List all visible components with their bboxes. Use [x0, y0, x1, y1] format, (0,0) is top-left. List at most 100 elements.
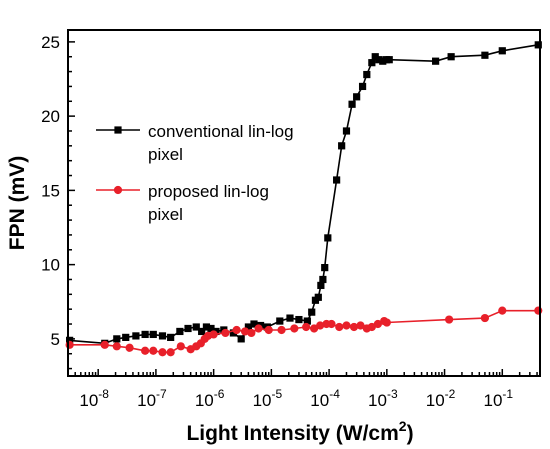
data-point [232, 325, 241, 335]
data-point [310, 324, 319, 333]
data-point [286, 314, 294, 322]
x-tick-label-exponent: -2 [445, 387, 456, 401]
x-tick-label-exponent: -6 [214, 387, 225, 401]
x-tick-label-exponent: -3 [387, 387, 398, 401]
x-axis-title-suffix: ) [407, 422, 414, 445]
x-tick-label-exponent: -1 [502, 387, 513, 401]
legend-label: pixel [148, 145, 183, 164]
data-point [221, 328, 230, 338]
data-point [250, 320, 258, 328]
x-tick-label-base: 10 [79, 391, 98, 410]
data-point [335, 322, 344, 332]
data-point [295, 315, 303, 324]
legend-entry: proposed lin-log pixel [96, 182, 269, 224]
data-point [290, 324, 299, 333]
x-tick-label: 10-4 [310, 387, 340, 410]
data-point [314, 293, 322, 301]
data-series [65, 41, 543, 357]
x-tick-label: 10-1 [483, 387, 513, 410]
data-point [447, 53, 455, 61]
data-point [382, 318, 391, 327]
data-point [321, 263, 329, 272]
y-tick-labels: 5 10 15 20 25 [41, 33, 60, 349]
x-tick-label-base: 10 [368, 391, 387, 410]
x-tick-label-exponent: -7 [156, 387, 167, 401]
legend-label: pixel [148, 205, 183, 224]
x-tick-label-base: 10 [483, 391, 502, 410]
data-point [276, 317, 284, 325]
data-point [113, 335, 121, 343]
data-point [254, 324, 263, 333]
data-point [324, 234, 332, 242]
data-point [209, 330, 218, 339]
data-point [481, 51, 489, 59]
data-point [432, 57, 440, 65]
data-point [480, 313, 490, 323]
data-point [333, 176, 341, 184]
data-point [302, 322, 311, 332]
data-point [166, 348, 175, 357]
data-point [202, 323, 211, 331]
data-point [141, 330, 149, 339]
series-line [69, 309, 539, 354]
data-point [317, 281, 325, 290]
x-tick-label: 10-7 [137, 387, 167, 410]
x-tick-labels: 10-8 10-7 10-6 10-5 10-4 10-3 10-2 10-1 [79, 387, 513, 410]
data-point [534, 306, 543, 315]
x-axis-title-main: Light Intensity (W/cm [186, 422, 398, 445]
x-axis-title-superscript: 2 [399, 418, 407, 434]
y-axis-title: FPN (mV) [6, 156, 29, 251]
y-tick-label: 10 [41, 256, 60, 275]
data-point [149, 346, 158, 355]
plot-frame [67, 29, 541, 377]
data-point [125, 343, 134, 352]
y-tick-label: 20 [41, 107, 60, 126]
x-tick-label: 10-8 [79, 387, 109, 410]
data-point [207, 324, 215, 333]
data-point [316, 321, 325, 330]
data-point [237, 335, 245, 343]
data-point [342, 321, 351, 330]
y-tick-label: 5 [51, 330, 60, 349]
data-point [375, 56, 383, 64]
data-point [353, 93, 361, 101]
y-tick-label: 25 [41, 33, 60, 52]
data-point [167, 333, 175, 341]
x-tick-label: 10-5 [253, 387, 283, 410]
data-point [158, 332, 167, 340]
y-tick-label: 15 [41, 181, 60, 200]
data-point [122, 333, 130, 341]
data-point [264, 325, 273, 335]
data-point [358, 82, 367, 91]
data-point [371, 53, 379, 61]
data-point [240, 327, 250, 336]
x-axis-title: Light Intensity (W/cm2) [186, 418, 413, 445]
x-tick-label-exponent: -4 [329, 387, 340, 401]
data-point [303, 317, 311, 325]
data-point [112, 342, 121, 351]
series-proposed [65, 306, 543, 357]
data-point [342, 127, 351, 135]
x-tick-label-base: 10 [426, 391, 445, 410]
data-point [198, 327, 206, 336]
x-tick-label-base: 10 [195, 391, 214, 410]
x-tick-label-base: 10 [137, 391, 156, 410]
x-tick-label-base: 10 [310, 391, 329, 410]
data-point [356, 321, 365, 330]
data-point [368, 59, 376, 67]
legend-marker [114, 126, 122, 134]
legend-marker [113, 185, 123, 195]
data-point [385, 56, 393, 64]
legend-label: proposed lin-log [148, 182, 269, 201]
data-point [192, 323, 200, 331]
data-point [327, 319, 336, 329]
data-point [141, 346, 150, 355]
data-point [158, 348, 167, 357]
data-point [176, 342, 185, 351]
data-point [65, 340, 74, 349]
x-tick-label: 10-3 [368, 387, 398, 410]
series-conventional [66, 41, 542, 347]
data-point [319, 275, 327, 284]
